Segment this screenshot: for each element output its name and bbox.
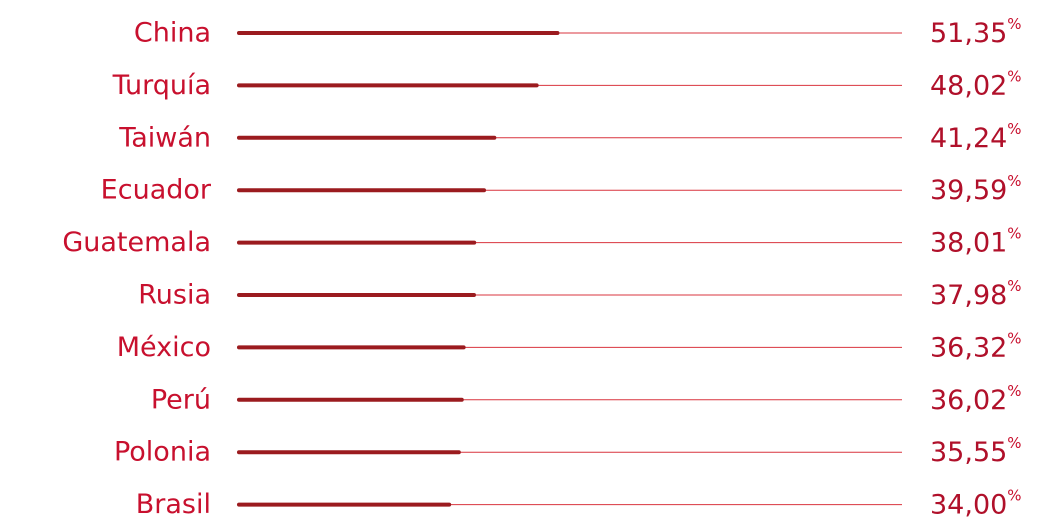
category-label: Guatemala [62, 227, 211, 258]
percent-sign: % [1007, 277, 1021, 295]
chart-row-mexico: México 36,32% [117, 329, 1022, 363]
percent-sign: % [1007, 329, 1021, 347]
category-label: Ecuador [101, 175, 212, 206]
percent-sign: % [1007, 487, 1021, 505]
category-label: Perú [151, 384, 211, 415]
value-label: 35,55% [930, 434, 1022, 468]
value-number: 48,02 [930, 70, 1007, 101]
category-label: Rusia [138, 280, 211, 311]
value-number: 34,00 [930, 489, 1007, 520]
value-number: 35,55 [930, 437, 1007, 468]
value-label: 36,32% [930, 329, 1022, 363]
percent-sign: % [1007, 225, 1021, 243]
percent-sign: % [1007, 434, 1021, 452]
chart-row-peru: Perú 36,02% [151, 382, 1022, 416]
value-number: 36,32 [930, 332, 1007, 363]
value-number: 51,35 [930, 18, 1007, 49]
category-label: China [134, 18, 211, 49]
value-number: 36,02 [930, 384, 1007, 415]
value-label: 34,00% [930, 487, 1022, 520]
chart-row-turquia: Turquía 48,02% [112, 67, 1022, 101]
chart-row-polonia: Polonia 35,55% [114, 434, 1022, 468]
chart-rows: China 51,35%Turquía 48,02%Taiwán 41,24%Ecua… [62, 15, 1021, 520]
value-label: 36,02% [930, 382, 1022, 416]
chart-row-rusia: Rusia 37,98% [138, 277, 1021, 311]
value-label: 51,35% [930, 15, 1022, 49]
value-label: 39,59% [930, 172, 1022, 206]
percent-sign: % [1007, 120, 1021, 138]
value-label: 37,98% [930, 277, 1022, 311]
category-label: México [117, 332, 211, 363]
percent-sign: % [1007, 67, 1021, 85]
value-number: 38,01 [930, 227, 1007, 258]
percent-sign: % [1007, 172, 1021, 190]
value-label: 48,02% [930, 67, 1022, 101]
chart-row-guatemala: Guatemala 38,01% [62, 225, 1021, 259]
category-label: Brasil [136, 489, 211, 520]
value-number: 39,59 [930, 175, 1007, 206]
category-label: Taiwán [118, 122, 211, 153]
chart-row-taiwan: Taiwán 41,24% [118, 120, 1021, 154]
category-label: Turquía [112, 70, 211, 101]
chart-row-brasil: Brasil 34,00% [136, 487, 1022, 520]
percent-sign: % [1007, 15, 1021, 33]
value-label: 38,01% [930, 225, 1022, 259]
value-label: 41,24% [930, 120, 1022, 154]
chart-row-china: China 51,35% [134, 15, 1022, 49]
percent-sign: % [1007, 382, 1021, 400]
value-number: 41,24 [930, 122, 1007, 153]
chart-row-ecuador: Ecuador 39,59% [101, 172, 1022, 206]
value-number: 37,98 [930, 280, 1007, 311]
category-label: Polonia [114, 437, 211, 468]
